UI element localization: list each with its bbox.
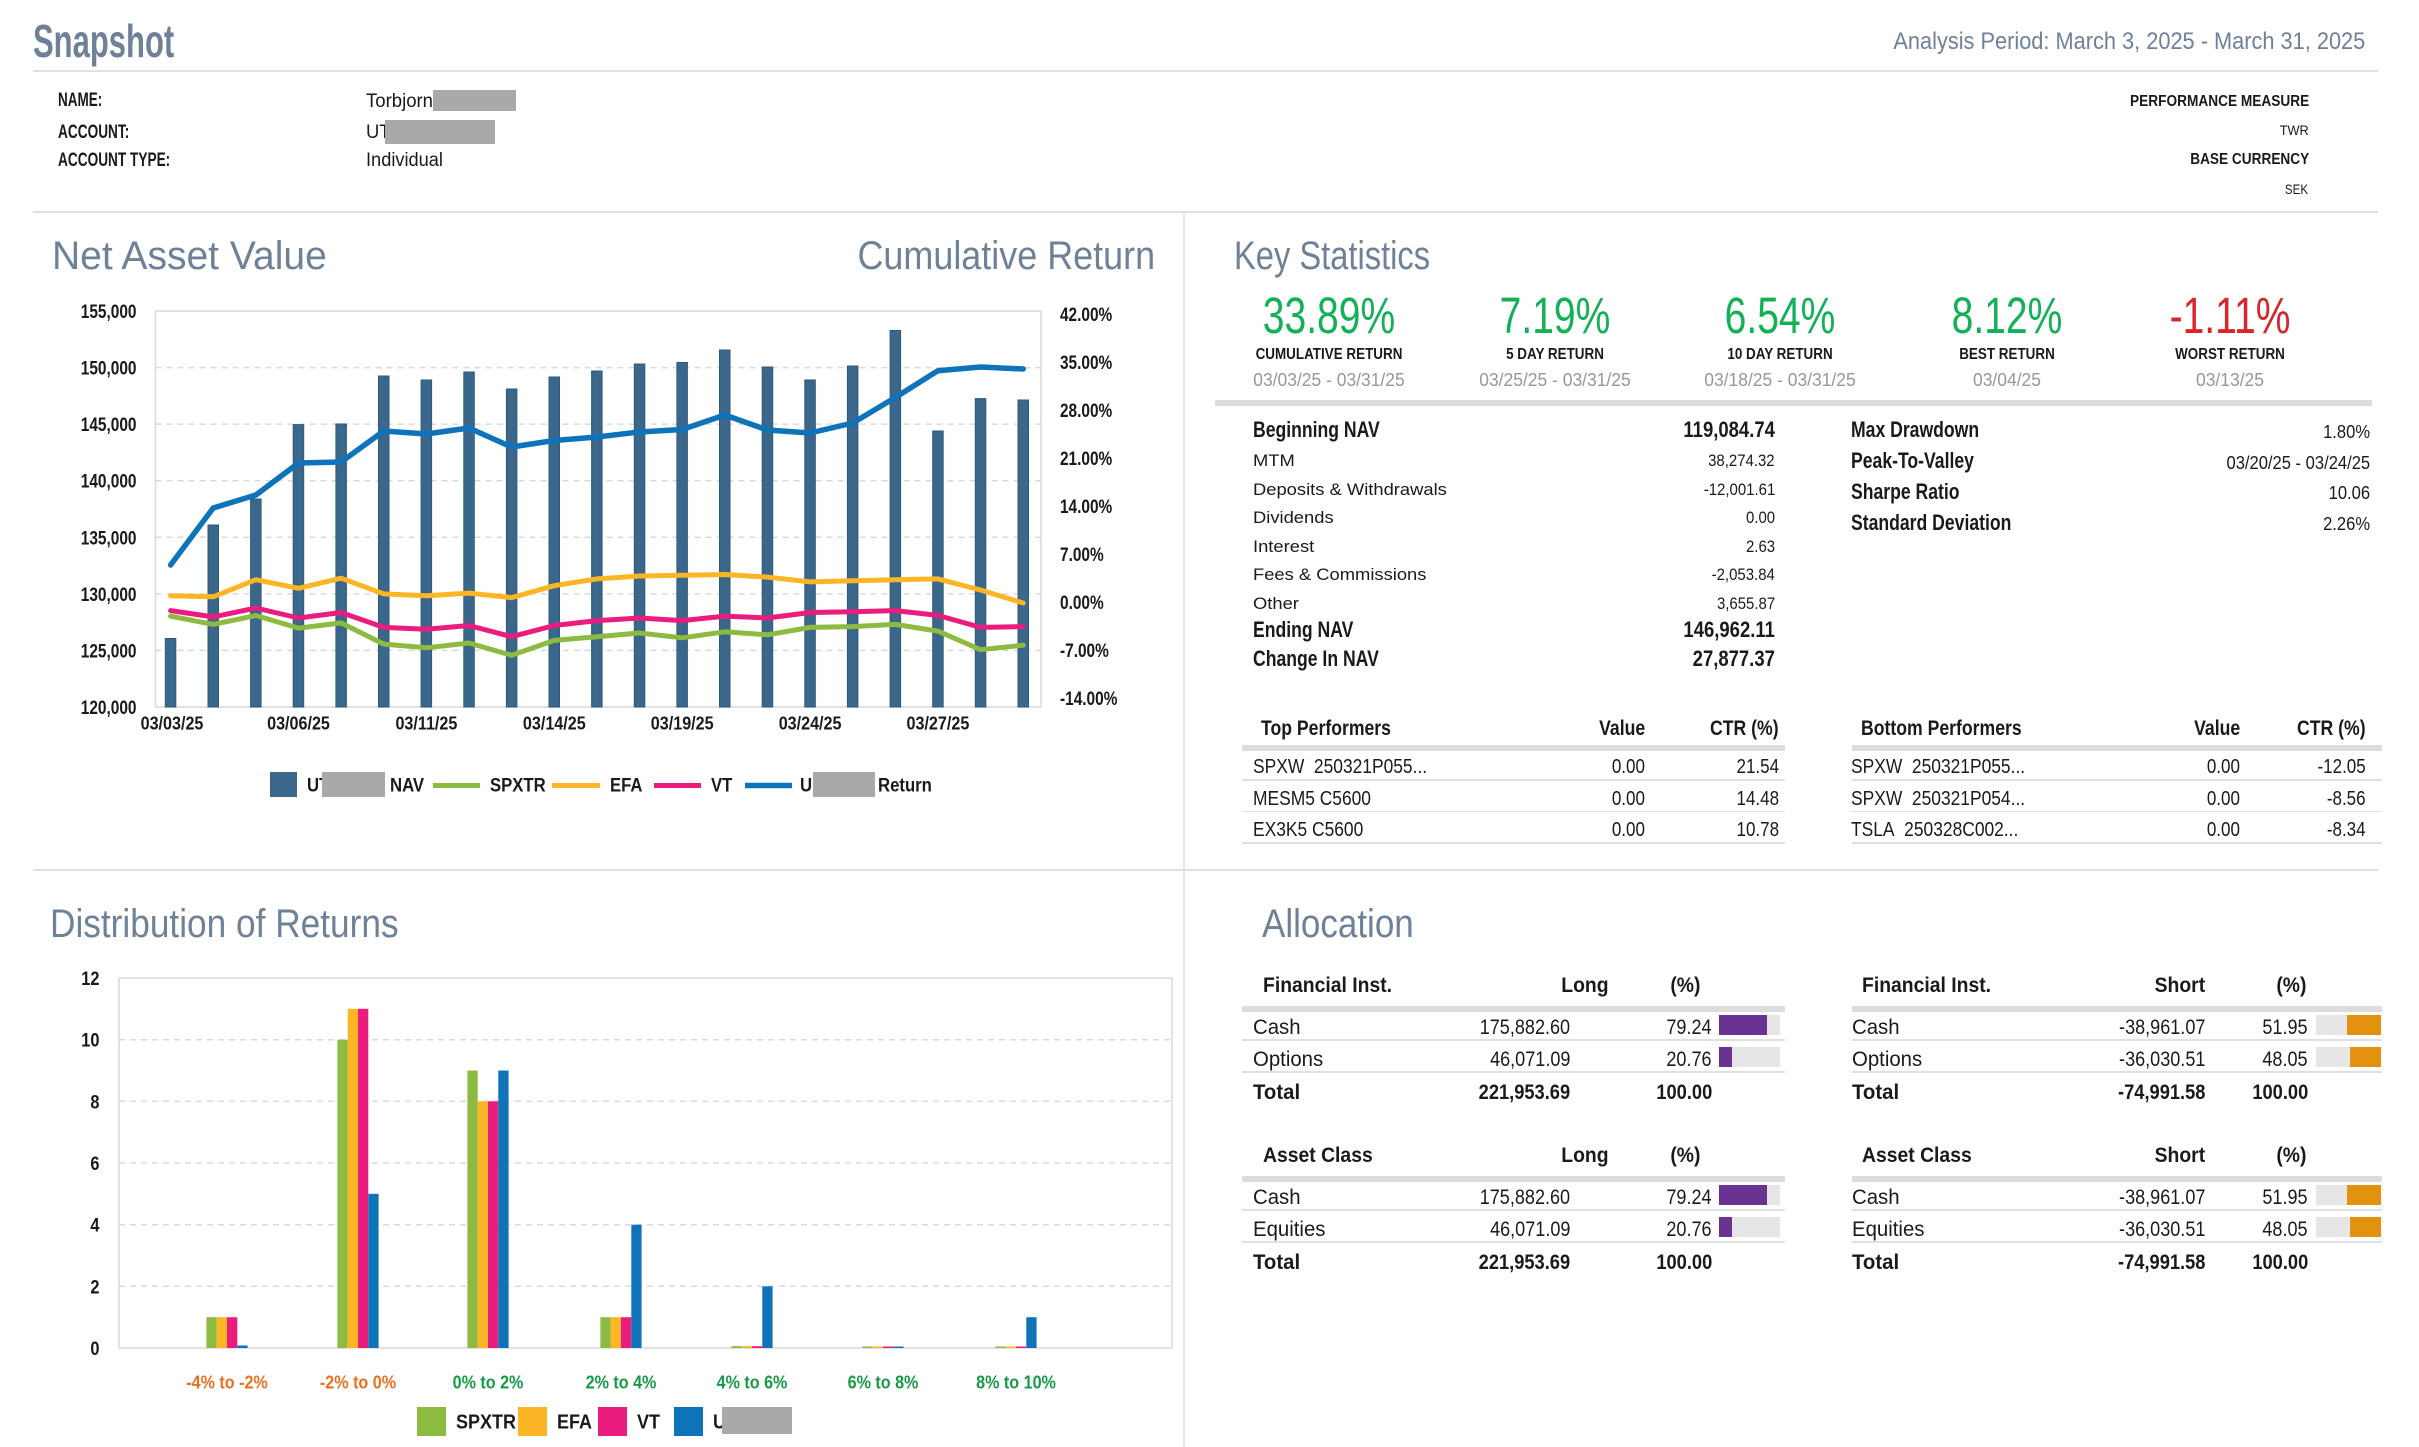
svg-text:03/11/25: 03/11/25 (395, 713, 457, 734)
svg-text:14.00%: 14.00% (1060, 497, 1112, 518)
svg-text:-14.00%: -14.00% (1060, 689, 1117, 710)
svg-text:03/03/25: 03/03/25 (141, 713, 204, 734)
svg-text:6% to 8%: 6% to 8% (848, 1372, 919, 1393)
svg-text:03/24/25: 03/24/25 (779, 713, 842, 734)
svg-text:2: 2 (90, 1277, 99, 1298)
svg-text:42.00%: 42.00% (1060, 305, 1112, 326)
svg-text:03/19/25: 03/19/25 (651, 713, 714, 734)
svg-text:Return: Return (878, 776, 932, 797)
svg-text:155,000: 155,000 (81, 302, 137, 323)
svg-text:0: 0 (90, 1339, 99, 1360)
svg-text:140,000: 140,000 (81, 472, 137, 493)
svg-text:7.00%: 7.00% (1060, 545, 1104, 566)
svg-text:28.00%: 28.00% (1060, 401, 1112, 422)
svg-text:EFA: EFA (610, 776, 643, 797)
svg-text:VT: VT (711, 776, 733, 797)
svg-text:-2% to 0%: -2% to 0% (320, 1372, 397, 1393)
svg-text:145,000: 145,000 (81, 415, 137, 436)
svg-text:0.00%: 0.00% (1060, 593, 1104, 614)
svg-text:U: U (800, 776, 812, 797)
svg-text:135,000: 135,000 (81, 528, 137, 549)
svg-text:12: 12 (81, 969, 99, 990)
svg-text:NAV: NAV (390, 776, 424, 797)
svg-text:SPXTR: SPXTR (456, 1412, 516, 1434)
svg-text:35.00%: 35.00% (1060, 353, 1112, 374)
svg-text:03/06/25: 03/06/25 (267, 713, 330, 734)
svg-text:130,000: 130,000 (81, 585, 137, 606)
svg-text:10: 10 (81, 1031, 99, 1052)
svg-text:120,000: 120,000 (81, 698, 137, 719)
svg-text:2% to 4%: 2% to 4% (586, 1372, 657, 1393)
svg-text:EFA: EFA (557, 1412, 592, 1434)
svg-text:4: 4 (90, 1216, 99, 1237)
svg-text:0% to 2%: 0% to 2% (453, 1372, 524, 1393)
svg-text:125,000: 125,000 (81, 641, 137, 662)
svg-text:-4% to -2%: -4% to -2% (186, 1372, 268, 1393)
svg-text:21.00%: 21.00% (1060, 449, 1112, 470)
svg-text:SPXTR: SPXTR (490, 776, 546, 797)
svg-text:6: 6 (90, 1154, 99, 1175)
svg-text:8: 8 (90, 1092, 99, 1113)
svg-text:4% to 6%: 4% to 6% (717, 1372, 788, 1393)
svg-text:8% to 10%: 8% to 10% (976, 1372, 1056, 1393)
svg-text:-7.00%: -7.00% (1060, 641, 1109, 662)
svg-text:VT: VT (637, 1412, 660, 1434)
svg-text:150,000: 150,000 (81, 359, 137, 380)
svg-text:03/14/25: 03/14/25 (523, 713, 586, 734)
svg-text:03/27/25: 03/27/25 (907, 713, 970, 734)
